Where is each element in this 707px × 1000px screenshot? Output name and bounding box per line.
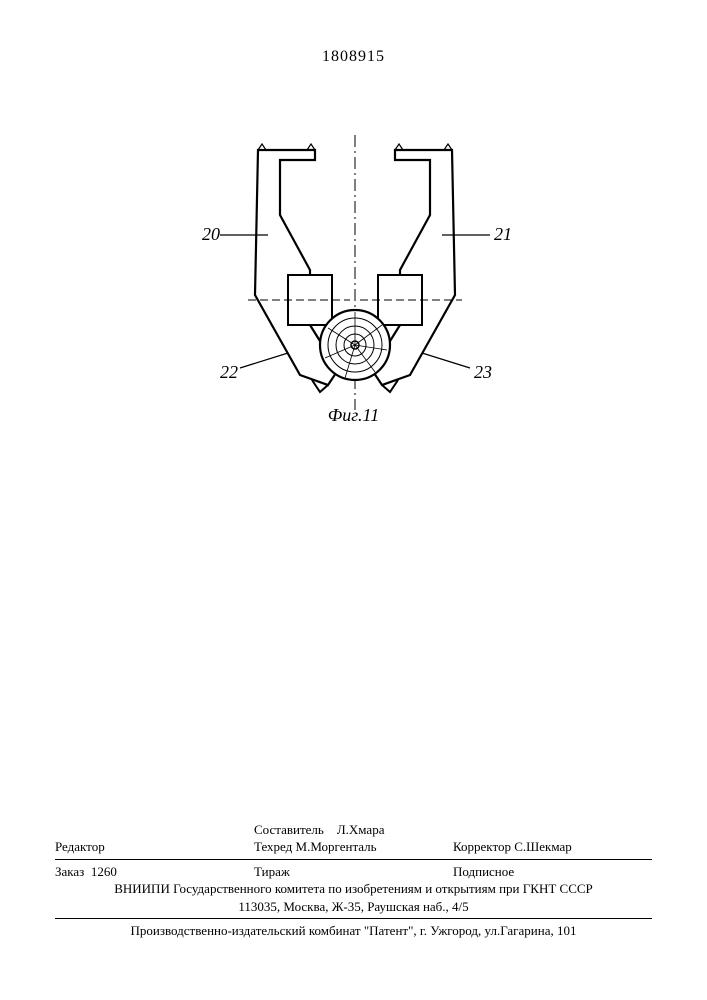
order-label: Заказ — [55, 864, 84, 879]
org-line-2: 113035, Москва, Ж-35, Раушская наб., 4/5 — [55, 898, 652, 916]
org-line-1: ВНИИПИ Государственного комитета по изоб… — [55, 880, 652, 898]
tirage-label: Тираж — [254, 864, 290, 879]
callout-22: 22 — [220, 362, 238, 382]
log-cross-section — [320, 310, 390, 380]
press-line: Производственно-издательский комбинат "П… — [55, 922, 652, 940]
editor-label: Редактор — [55, 839, 105, 854]
compiler-label: Составитель — [254, 822, 324, 837]
page-number: 1808915 — [0, 48, 707, 66]
corrector-label: Корректор — [453, 839, 511, 854]
callout-20: 20 — [202, 224, 220, 244]
callout-21: 21 — [494, 224, 512, 244]
subscription-label: Подписное — [453, 864, 514, 879]
corrector-name: С.Шекмар — [514, 839, 572, 854]
order-no: 1260 — [91, 864, 117, 879]
callout-23: 23 — [474, 362, 492, 382]
techred-label: Техред — [254, 839, 292, 854]
leader-23 — [422, 353, 470, 368]
figure-label: Фиг.11 — [0, 405, 707, 426]
compiler-name: Л.Хмара — [337, 822, 385, 837]
techred-name: М.Моргенталь — [296, 839, 377, 854]
footer-block: Составитель Л.Хмара Редактор Техред М.Мо… — [55, 821, 652, 940]
figure-11-diagram: 20 21 22 23 — [170, 120, 540, 420]
leader-22 — [240, 353, 288, 368]
